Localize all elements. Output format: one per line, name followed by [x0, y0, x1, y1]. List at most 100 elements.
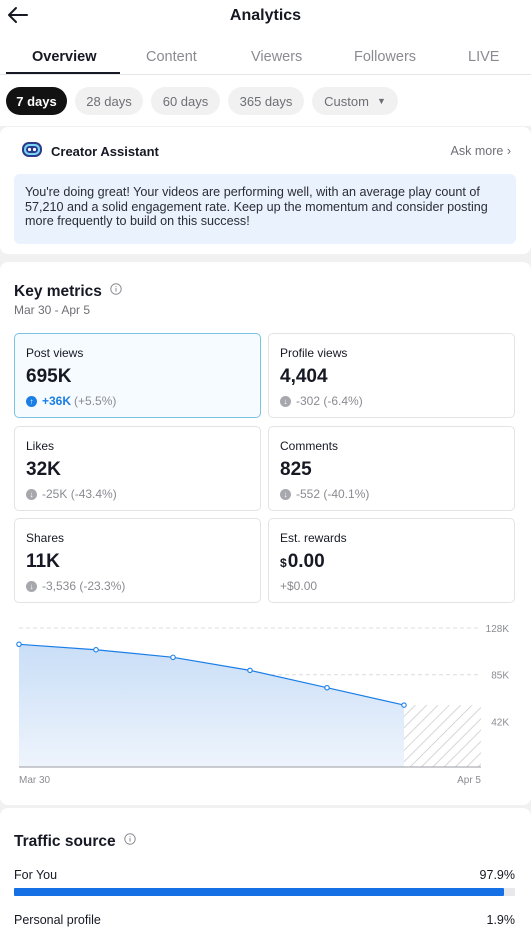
metric-card-likes[interactable]: Likes 32K ↓ -25K (-43.4%) — [14, 426, 261, 511]
tab-bar: Overview Content Viewers Followers LIVE — [0, 34, 531, 75]
data-point — [324, 684, 330, 691]
metric-card-profile-views[interactable]: Profile views 4,404 ↓ -302 (-6.4%) — [268, 333, 515, 418]
metric-delta-percent: (+5.5%) — [74, 394, 117, 408]
traffic-source-card: Traffic source For You 97.9% Personal pr… — [0, 808, 531, 932]
date-range-selector: 7 days 28 days 60 days 365 days Custom ▼ — [0, 75, 531, 126]
metric-card-est-rewards[interactable]: Est. rewards $0.00 +$0.00 — [268, 518, 515, 603]
y-tick-label: 85K — [491, 671, 509, 682]
metric-value: 695K — [26, 366, 72, 387]
ask-more-label: Ask more — [450, 144, 504, 158]
metric-value: 4,404 — [280, 366, 328, 387]
metric-delta-value: +36K — [42, 394, 72, 408]
metric-label: Est. rewards — [280, 531, 347, 545]
post-views-chart: 128K 85K 42K Mar 30 Apr 5 — [16, 624, 510, 786]
x-tick-label: Apr 5 — [457, 775, 481, 786]
data-point — [93, 646, 99, 653]
traffic-percent-personal-profile: 1.9% — [486, 913, 516, 927]
traffic-label-for-you: For You — [14, 868, 58, 882]
metric-delta: +$0.00 — [280, 579, 317, 593]
range-chip-label: 7 days — [16, 93, 57, 109]
metric-delta-percent: (-43.4%) — [70, 487, 117, 501]
back-arrow-icon[interactable] — [6, 4, 30, 26]
chevron-right-icon: › — [506, 144, 511, 158]
metric-card-comments[interactable]: Comments 825 ↓ -552 (-40.1%) — [268, 426, 515, 511]
metric-delta: ↑ +36K (+5.5%) — [26, 394, 116, 408]
chart-series-line — [18, 643, 405, 706]
metric-label: Likes — [26, 439, 55, 453]
metric-value: 11K — [26, 551, 60, 572]
traffic-source-heading: Traffic source — [14, 833, 136, 851]
y-tick-label: 42K — [491, 717, 509, 728]
metric-label: Comments — [280, 439, 339, 453]
traffic-bar-fill — [14, 888, 505, 896]
top-bar: Analytics — [0, 0, 531, 34]
caret-down-icon: ▼ — [376, 96, 386, 106]
range-chip-7-days[interactable]: 7 days — [6, 87, 67, 115]
arrow-down-icon: ↓ — [280, 488, 291, 500]
tab-viewers[interactable]: Viewers — [251, 49, 303, 65]
info-icon[interactable] — [124, 833, 136, 845]
info-icon[interactable] — [110, 283, 122, 295]
tab-followers[interactable]: Followers — [354, 49, 417, 65]
range-chip-label: 28 days — [86, 93, 132, 109]
tab-live[interactable]: LIVE — [468, 49, 500, 65]
data-point — [247, 667, 253, 674]
chart-points — [16, 641, 407, 708]
arrow-down-icon: ↓ — [280, 395, 291, 407]
metric-value: 32K — [26, 459, 61, 480]
metric-card-shares[interactable]: Shares 11K ↓ -3,536 (-23.3%) — [14, 518, 261, 603]
traffic-bar-for-you — [14, 888, 515, 896]
range-chip-label: Custom — [324, 93, 369, 109]
page-title: Analytics — [229, 7, 302, 24]
assistant-bot-icon — [21, 140, 43, 160]
metric-delta: ↓ -552 (-40.1%) — [280, 487, 369, 501]
metric-value: 825 — [280, 459, 312, 480]
chart-area-fill — [19, 644, 404, 767]
metric-delta-value: +$0.00 — [280, 579, 318, 593]
metric-delta: ↓ -302 (-6.4%) — [280, 394, 363, 408]
data-point — [401, 702, 407, 708]
arrow-up-icon: ↑ — [26, 395, 37, 407]
metric-label: Post views — [26, 346, 84, 360]
range-chip-label: 60 days — [162, 93, 209, 109]
arrow-down-icon: ↓ — [26, 488, 37, 500]
y-tick-label: 128K — [486, 624, 510, 635]
chart-y-tick-labels: 128K 85K 42K — [486, 624, 510, 728]
date-range-label: Mar 30 - Apr 5 — [14, 303, 91, 317]
assistant-message: You're doing great! Your videos are perf… — [14, 174, 516, 244]
key-metrics-title: Key metrics — [14, 283, 102, 300]
metric-delta-value: -302 — [296, 394, 321, 408]
metric-delta-percent: (-40.1%) — [323, 487, 370, 501]
metric-delta: ↓ -3,536 (-23.3%) — [26, 579, 125, 593]
arrow-down-icon: ↓ — [26, 580, 37, 592]
range-chip-60-days[interactable]: 60 days — [151, 87, 220, 115]
data-point — [170, 654, 176, 661]
traffic-label-personal-profile: Personal profile — [14, 913, 101, 927]
metric-value-number: 0.00 — [287, 551, 325, 572]
ask-more-link[interactable]: Ask more › — [451, 144, 511, 158]
key-metrics-heading: Key metrics — [14, 283, 122, 301]
metric-delta-percent: (-23.3%) — [79, 579, 126, 593]
assistant-title: Creator Assistant — [51, 144, 159, 159]
tab-content[interactable]: Content — [146, 49, 197, 65]
metric-delta-percent: (-6.4%) — [323, 394, 363, 408]
key-metrics-card: Key metrics Mar 30 - Apr 5 Post views 69… — [0, 262, 531, 805]
metric-delta: ↓ -25K (-43.4%) — [26, 487, 117, 501]
active-tab-indicator — [6, 72, 120, 74]
metric-label: Shares — [26, 531, 65, 545]
traffic-percent-for-you: 97.9% — [479, 868, 515, 882]
traffic-source-title: Traffic source — [14, 833, 116, 850]
data-point — [16, 641, 22, 648]
metric-delta-value: -552 — [296, 487, 321, 501]
pending-data-region — [404, 705, 481, 767]
x-tick-label: Mar 30 — [19, 775, 51, 786]
range-chip-365-days[interactable]: 365 days — [228, 87, 304, 115]
metric-label: Profile views — [280, 346, 348, 360]
range-chip-label: 365 days — [239, 93, 293, 109]
metric-card-post-views[interactable]: Post views 695K ↑ +36K (+5.5%) — [14, 333, 261, 418]
chart-x-tick-labels: Mar 30 Apr 5 — [19, 775, 481, 786]
range-chip-28-days[interactable]: 28 days — [75, 87, 143, 115]
range-chip-custom[interactable]: Custom ▼ — [312, 87, 398, 115]
tab-overview[interactable]: Overview — [32, 49, 97, 65]
metric-value: $0.00 — [280, 551, 325, 573]
